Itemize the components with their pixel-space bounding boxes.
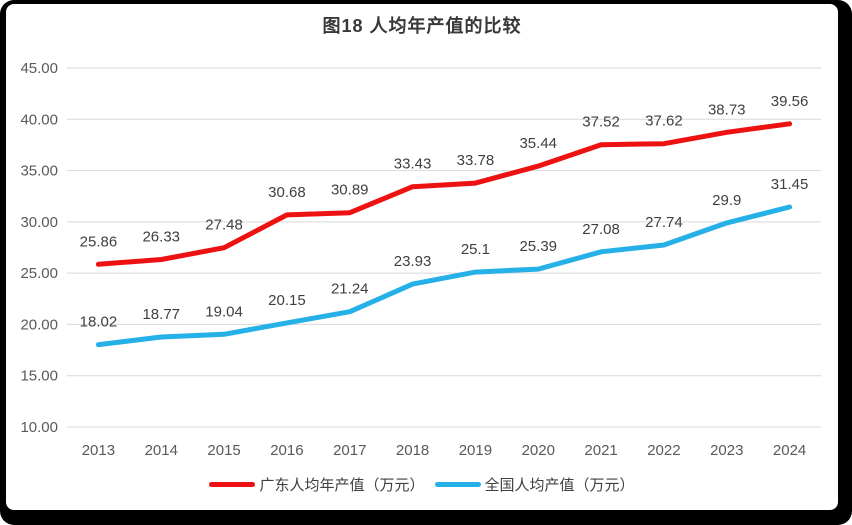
x-axis-tick-label: 2013 [82,442,115,459]
data-label: 37.62 [645,113,683,130]
legend-item-1: 全国人均产值（万元） [434,474,635,495]
data-label: 18.02 [80,314,118,331]
legend-swatch-0 [209,482,256,487]
data-label: 30.68 [268,184,306,201]
data-label: 27.08 [582,221,620,238]
data-label: 33.43 [394,156,432,173]
data-label: 25.39 [519,238,557,255]
data-label: 31.45 [771,176,809,193]
y-axis-tick-label: 10.00 [20,419,58,436]
data-label: 27.48 [205,217,243,234]
data-label: 21.24 [331,281,369,298]
data-label: 39.56 [771,93,809,110]
x-axis-tick-label: 2022 [647,442,680,459]
x-axis-tick-label: 2018 [396,442,429,459]
data-label: 26.33 [142,229,180,246]
x-axis-tick-label: 2014 [145,442,178,459]
y-axis-tick-label: 35.00 [20,163,58,180]
x-axis-tick-label: 2024 [773,442,806,459]
legend-swatch-1 [434,482,481,487]
x-axis-tick-label: 2021 [584,442,617,459]
legend: 广东人均年产值（万元） 全国人均产值（万元） [6,474,838,495]
data-label: 29.9 [712,192,741,209]
series-line-1 [95,204,793,348]
data-label: 37.52 [582,114,620,131]
data-label: 25.1 [461,241,490,258]
legend-item-0: 广东人均年产值（万元） [209,474,425,495]
y-axis-tick-label: 15.00 [20,368,58,385]
data-label: 33.78 [457,152,495,169]
y-axis-tick-label: 20.00 [20,316,58,333]
series-line-0 [95,121,793,267]
legend-label-1: 全国人均产值（万元） [484,477,635,494]
data-label: 30.89 [331,182,369,199]
line-chart-plot-area: 45.00 40.00 35.00 30.00 25.00 20.00 15.00 10.00… [20,60,821,459]
chart-canvas: 图18 人均年产值的比较 45.00 40.00 35.00 30.00 25.00 20… [6,4,838,510]
data-label: 23.93 [394,253,432,270]
legend-label-0: 广东人均年产值（万元） [259,477,425,494]
x-axis-tick-label: 2019 [459,442,492,459]
x-axis-tick-label: 2015 [207,442,240,459]
data-label: 27.74 [645,214,683,231]
y-axis-tick-label: 25.00 [20,265,58,282]
data-label: 38.73 [708,101,746,118]
data-label: 20.15 [268,292,306,309]
y-axis-tick-label: 45.00 [20,60,58,77]
y-axis-tick-label: 40.00 [20,111,58,128]
x-axis-tick-label: 2016 [270,442,303,459]
y-axis-tick-label: 30.00 [20,214,58,231]
data-label: 25.86 [80,233,118,250]
x-axis-tick-label: 2023 [710,442,743,459]
data-label: 18.77 [142,306,180,323]
chart-title: 图18 人均年产值的比较 [322,16,522,36]
data-label: 19.04 [205,303,243,320]
x-axis-tick-label: 2020 [522,442,555,459]
x-axis-tick-label: 2017 [333,442,366,459]
data-label: 35.44 [519,135,557,152]
